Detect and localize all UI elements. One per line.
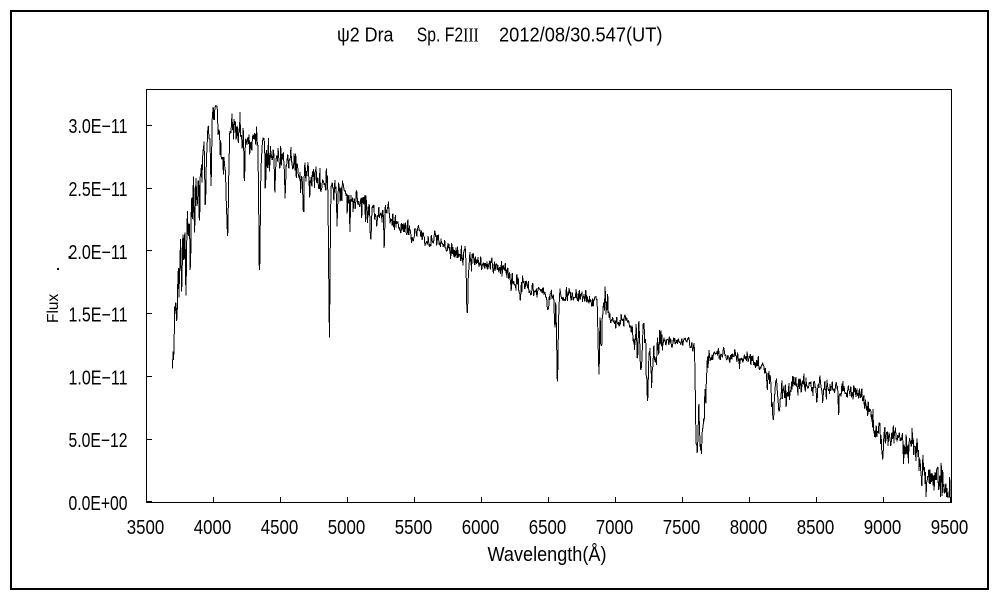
svg-text:2.0E−11: 2.0E−11 [69,242,128,264]
svg-text:6500: 6500 [529,517,567,539]
svg-text:3500: 3500 [127,517,165,539]
svg-text:6000: 6000 [462,517,500,539]
svg-text:1.0E−11: 1.0E−11 [69,367,128,389]
svg-text:2012/08/30.547(UT): 2012/08/30.547(UT) [499,25,663,47]
svg-text:7000: 7000 [596,517,634,539]
svg-text:8000: 8000 [730,517,768,539]
svg-text:5.0E−12: 5.0E−12 [69,430,128,452]
svg-text:4500: 4500 [261,517,299,539]
svg-text:5500: 5500 [395,517,433,539]
svg-text:5000: 5000 [328,517,366,539]
svg-text:8500: 8500 [797,517,835,539]
svg-text:1.5E−11: 1.5E−11 [69,305,128,327]
svg-text:7500: 7500 [663,517,701,539]
svg-text:ψ2 Dra: ψ2 Dra [337,25,394,47]
svg-text:2.5E−11: 2.5E−11 [69,179,128,201]
svg-text:Sp. F2III: Sp. F2III [417,25,479,47]
svg-text:3.0E−11: 3.0E−11 [69,116,128,138]
svg-text:0.0E+00: 0.0E+00 [69,493,128,515]
svg-text:4000: 4000 [194,517,232,539]
svg-text:Flux: Flux [45,293,62,323]
svg-text:9000: 9000 [864,517,902,539]
svg-text:9500: 9500 [931,517,969,539]
svg-text:Wavelength(Å): Wavelength(Å) [488,543,607,566]
